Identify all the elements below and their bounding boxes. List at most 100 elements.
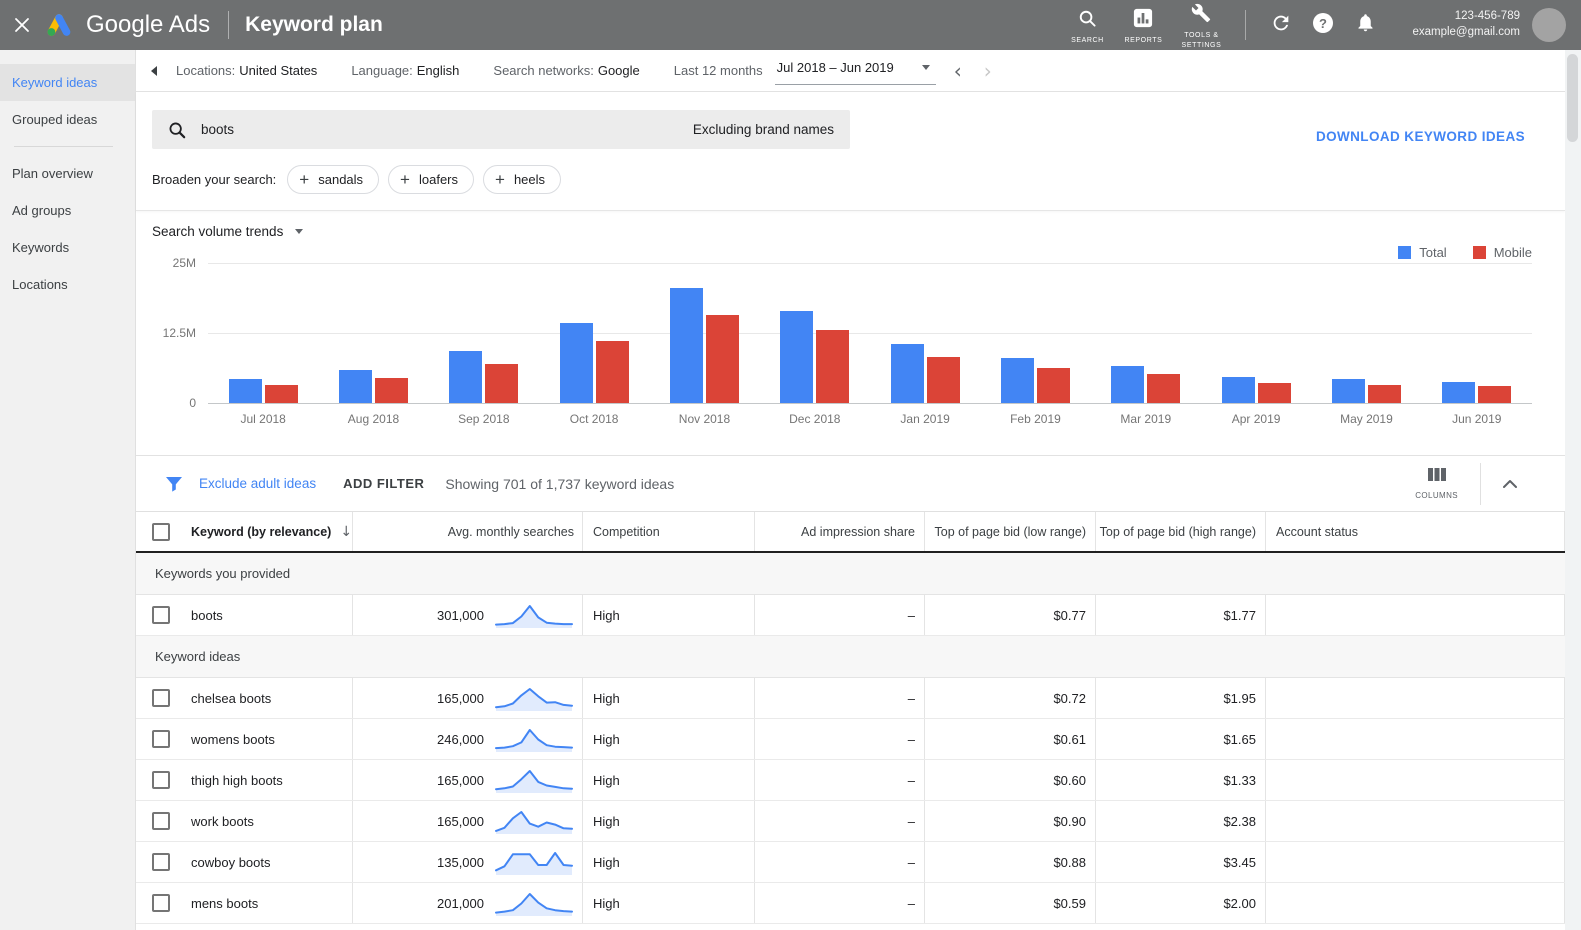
bar-mobile <box>1036 368 1070 403</box>
x-axis-tick: Feb 2019 <box>1010 412 1061 426</box>
column-header-label: Competition <box>593 524 660 539</box>
sidebar-item-grouped-ideas[interactable]: Grouped ideas <box>12 112 98 127</box>
table-section-keywords-you-provided: Keywords you provided <box>136 553 1565 595</box>
keyword-cell: cowboy boots <box>136 842 353 882</box>
language-filter[interactable]: Language: English <box>351 63 460 78</box>
tools-settings-nav-button[interactable]: TOOLS & SETTINGS <box>1171 0 1231 51</box>
competition-cell: High <box>583 595 755 635</box>
avg-searches-value: 165,000 <box>437 772 484 788</box>
brand-exclusion-label[interactable]: Excluding brand names <box>692 122 834 137</box>
table-row-boots: boots 301,000 High – $0.77 $1.77 <box>136 595 1565 636</box>
networks-filter[interactable]: Search networks: Google <box>493 63 640 78</box>
table-row-womens-boots: womens boots 246,000 High – $0.61 $1.65 <box>136 719 1565 760</box>
bar-group-oct-2018 <box>559 263 629 403</box>
sparkline-chart <box>494 888 574 918</box>
date-range-select[interactable]: Jul 2018 – Jun 2019 <box>774 56 936 85</box>
sidebar-item-keyword-ideas[interactable]: Keyword ideas <box>0 64 135 101</box>
account-status-cell <box>1266 842 1565 882</box>
main-content: Locations: United States Language: English… <box>136 50 1565 930</box>
select-all-checkbox[interactable] <box>152 522 170 541</box>
keyword-cell: mens boots <box>136 883 353 923</box>
broaden-chip-sandals[interactable]: + sandals <box>287 165 380 194</box>
exclude-adult-ideas-filter[interactable]: Exclude adult ideas <box>199 476 317 491</box>
legend-item-mobile[interactable]: Mobile <box>1472 243 1532 261</box>
broaden-chip-loafers[interactable]: + loafers <box>388 165 475 194</box>
svg-text:?: ? <box>1319 15 1327 30</box>
vertical-scrollbar[interactable] <box>1565 50 1581 930</box>
row-checkbox[interactable] <box>152 894 170 912</box>
column-header-6[interactable]: Account status <box>1266 512 1565 551</box>
brand-name: Google Ads <box>86 11 211 38</box>
chip-label: loafers <box>418 172 459 187</box>
table-header-row: Keyword (by relevance) ↓ Avg. monthly sear… <box>136 511 1565 553</box>
columns-icon <box>1427 468 1446 481</box>
avatar[interactable] <box>1532 8 1566 42</box>
keyword-search-input[interactable]: boots Excluding brand names <box>152 110 850 149</box>
sidebar-item-ad-groups[interactable]: Ad groups <box>12 203 72 218</box>
sidebar-item-keywords[interactable]: Keywords <box>12 240 70 255</box>
row-checkbox[interactable] <box>152 730 170 748</box>
reports-nav-button[interactable]: REPORTS <box>1115 4 1171 46</box>
account-info[interactable]: 123-456-789 example@gmail.com <box>1412 9 1520 40</box>
avg-searches-cell: 165,000 <box>353 801 583 841</box>
bar-total <box>338 370 372 403</box>
ad-impression-share-cell: – <box>755 678 925 718</box>
ad-impression-share-cell: – <box>755 883 925 923</box>
add-filter-button[interactable]: ADD FILTER <box>343 476 425 491</box>
x-axis-tick: Aug 2018 <box>347 412 400 426</box>
download-keyword-ideas-button[interactable]: DOWNLOAD KEYWORD IDEAS <box>1315 129 1525 144</box>
bar-total <box>890 344 924 403</box>
collapse-panel-icon[interactable] <box>149 65 158 77</box>
search-icon <box>169 122 186 138</box>
row-checkbox[interactable] <box>152 689 170 707</box>
column-header-label: Account status <box>1276 524 1358 539</box>
bar-group-dec-2018 <box>780 263 850 403</box>
competition-cell: High <box>583 801 755 841</box>
legend-item-total[interactable]: Total <box>1398 243 1447 261</box>
bid-low-cell: $0.59 <box>925 883 1096 923</box>
column-header-1[interactable]: Avg. monthly searches <box>353 512 583 551</box>
table-row-cowboy-boots: cowboy boots 135,000 High – $0.88 $3.45 <box>136 842 1565 883</box>
refresh-button[interactable] <box>1260 12 1302 39</box>
bid-low-cell: $0.77 <box>925 595 1096 635</box>
notifications-button[interactable] <box>1344 12 1386 38</box>
plan-filter-bar: Locations: United States Language: English… <box>136 50 1565 92</box>
scrollbar-thumb[interactable] <box>1567 54 1578 142</box>
bar-mobile <box>374 378 408 403</box>
bid-high-cell: $2.00 <box>1096 883 1266 923</box>
row-checkbox[interactable] <box>152 606 170 624</box>
keyword-text: mens boots <box>191 895 259 911</box>
locations-filter[interactable]: Locations: United States <box>176 63 318 78</box>
avg-searches-cell: 201,000 <box>353 883 583 923</box>
column-header-5[interactable]: Top of page bid (high range) <box>1096 512 1266 551</box>
sidebar-item-locations[interactable]: Locations <box>12 277 68 292</box>
column-header-4[interactable]: Top of page bid (low range) <box>925 512 1096 551</box>
competition-cell: High <box>583 678 755 718</box>
trend-chart-selector[interactable]: Search volume trends <box>152 224 327 239</box>
collapse-table-button[interactable] <box>1497 473 1523 494</box>
bar-mobile <box>705 315 739 403</box>
sort-descending-icon[interactable]: ↓ <box>340 523 353 540</box>
next-period-button[interactable]: › <box>983 58 992 83</box>
chart-legend: Total Mobile <box>152 243 1532 261</box>
column-header-3[interactable]: Ad impression share <box>755 512 925 551</box>
sparkline-chart <box>494 683 574 713</box>
prev-period-button[interactable]: ‹ <box>953 58 962 83</box>
account-status-cell <box>1266 760 1565 800</box>
columns-button[interactable]: COLUMNS <box>1415 467 1458 500</box>
column-header-2[interactable]: Competition <box>583 512 755 551</box>
x-axis-tick: Jun 2019 <box>1452 412 1502 426</box>
sidebar-item-plan-overview[interactable]: Plan overview <box>12 166 93 181</box>
table-row-mens-boots: mens boots 201,000 High – $0.59 $2.00 <box>136 883 1565 924</box>
bar-mobile <box>595 341 629 403</box>
chip-label: heels <box>513 172 546 187</box>
row-checkbox[interactable] <box>152 812 170 830</box>
broaden-chip-heels[interactable]: + heels <box>483 165 562 194</box>
row-checkbox[interactable] <box>152 853 170 871</box>
search-nav-button[interactable]: SEARCH <box>1059 5 1115 46</box>
keyword-ideas-table: Keyword (by relevance) ↓ Avg. monthly sear… <box>136 511 1565 924</box>
row-checkbox[interactable] <box>152 771 170 789</box>
avg-searches-cell: 165,000 <box>353 678 583 718</box>
close-icon[interactable] <box>0 17 44 33</box>
help-button[interactable]: ? <box>1302 12 1344 39</box>
